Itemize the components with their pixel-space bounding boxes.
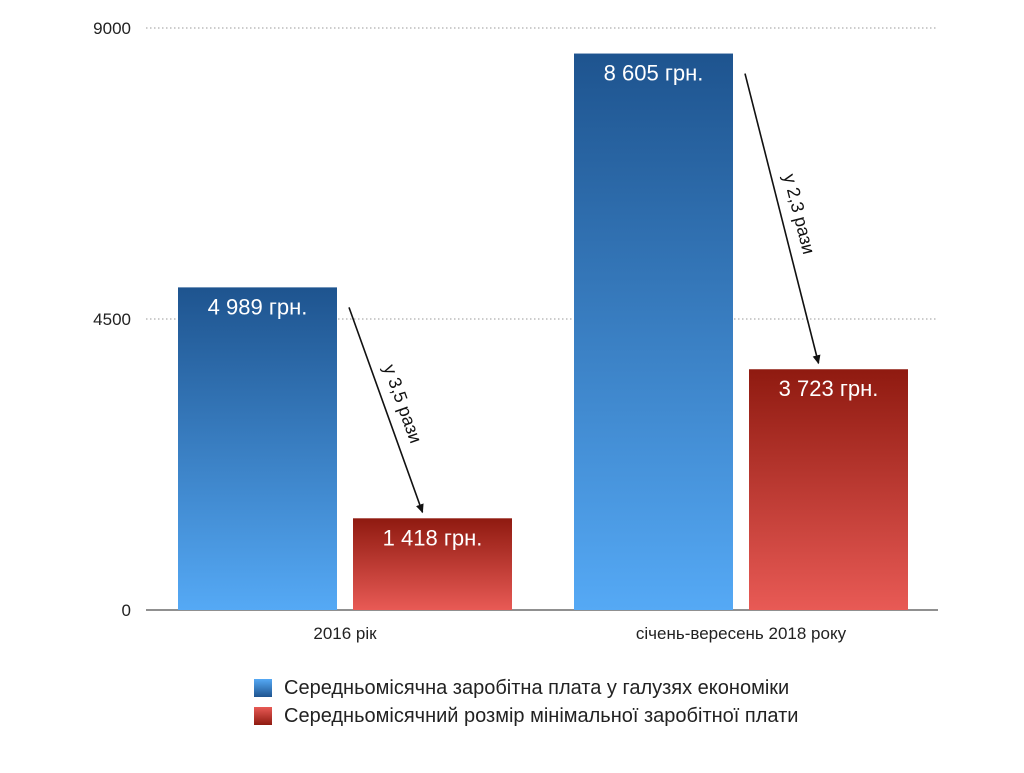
- legend-item-minimum-salary: Середньомісячний розмір мінімальної заро…: [254, 702, 798, 730]
- data-label: 3 723 грн.: [779, 376, 879, 401]
- data-label: 1 418 грн.: [383, 525, 483, 550]
- y-tick-label: 0: [122, 601, 131, 620]
- bar: [353, 518, 512, 610]
- bar: [749, 369, 908, 610]
- x-tick-label: 2016 рік: [313, 624, 377, 643]
- ratio-arrow: [348, 307, 424, 514]
- legend-item-average-salary: Середньомісячна заробітна плата у галузя…: [254, 674, 798, 702]
- data-label: 8 605 грн.: [604, 61, 704, 86]
- ratio-arrow: [744, 73, 821, 365]
- data-label: 4 989 грн.: [208, 294, 308, 319]
- legend-swatch-average-salary: [254, 679, 272, 697]
- legend-label-minimum-salary: Середньомісячний розмір мінімальної заро…: [284, 704, 799, 727]
- x-tick-label: січень-вересень 2018 року: [636, 624, 847, 643]
- ratio-annotation: у 2,3 рази: [779, 172, 819, 257]
- legend-swatch-minimum-salary: [254, 707, 272, 725]
- bar: [574, 53, 733, 610]
- legend-label-average-salary: Середньомісячна заробітна плата у галузя…: [284, 676, 790, 699]
- ratio-annotation: у 3,5 рази: [379, 362, 426, 446]
- y-tick-label: 4500: [93, 310, 131, 329]
- y-tick-label: 9000: [93, 19, 131, 38]
- bar: [178, 287, 337, 610]
- legend: Середньомісячна заробітна плата у галузя…: [254, 674, 798, 730]
